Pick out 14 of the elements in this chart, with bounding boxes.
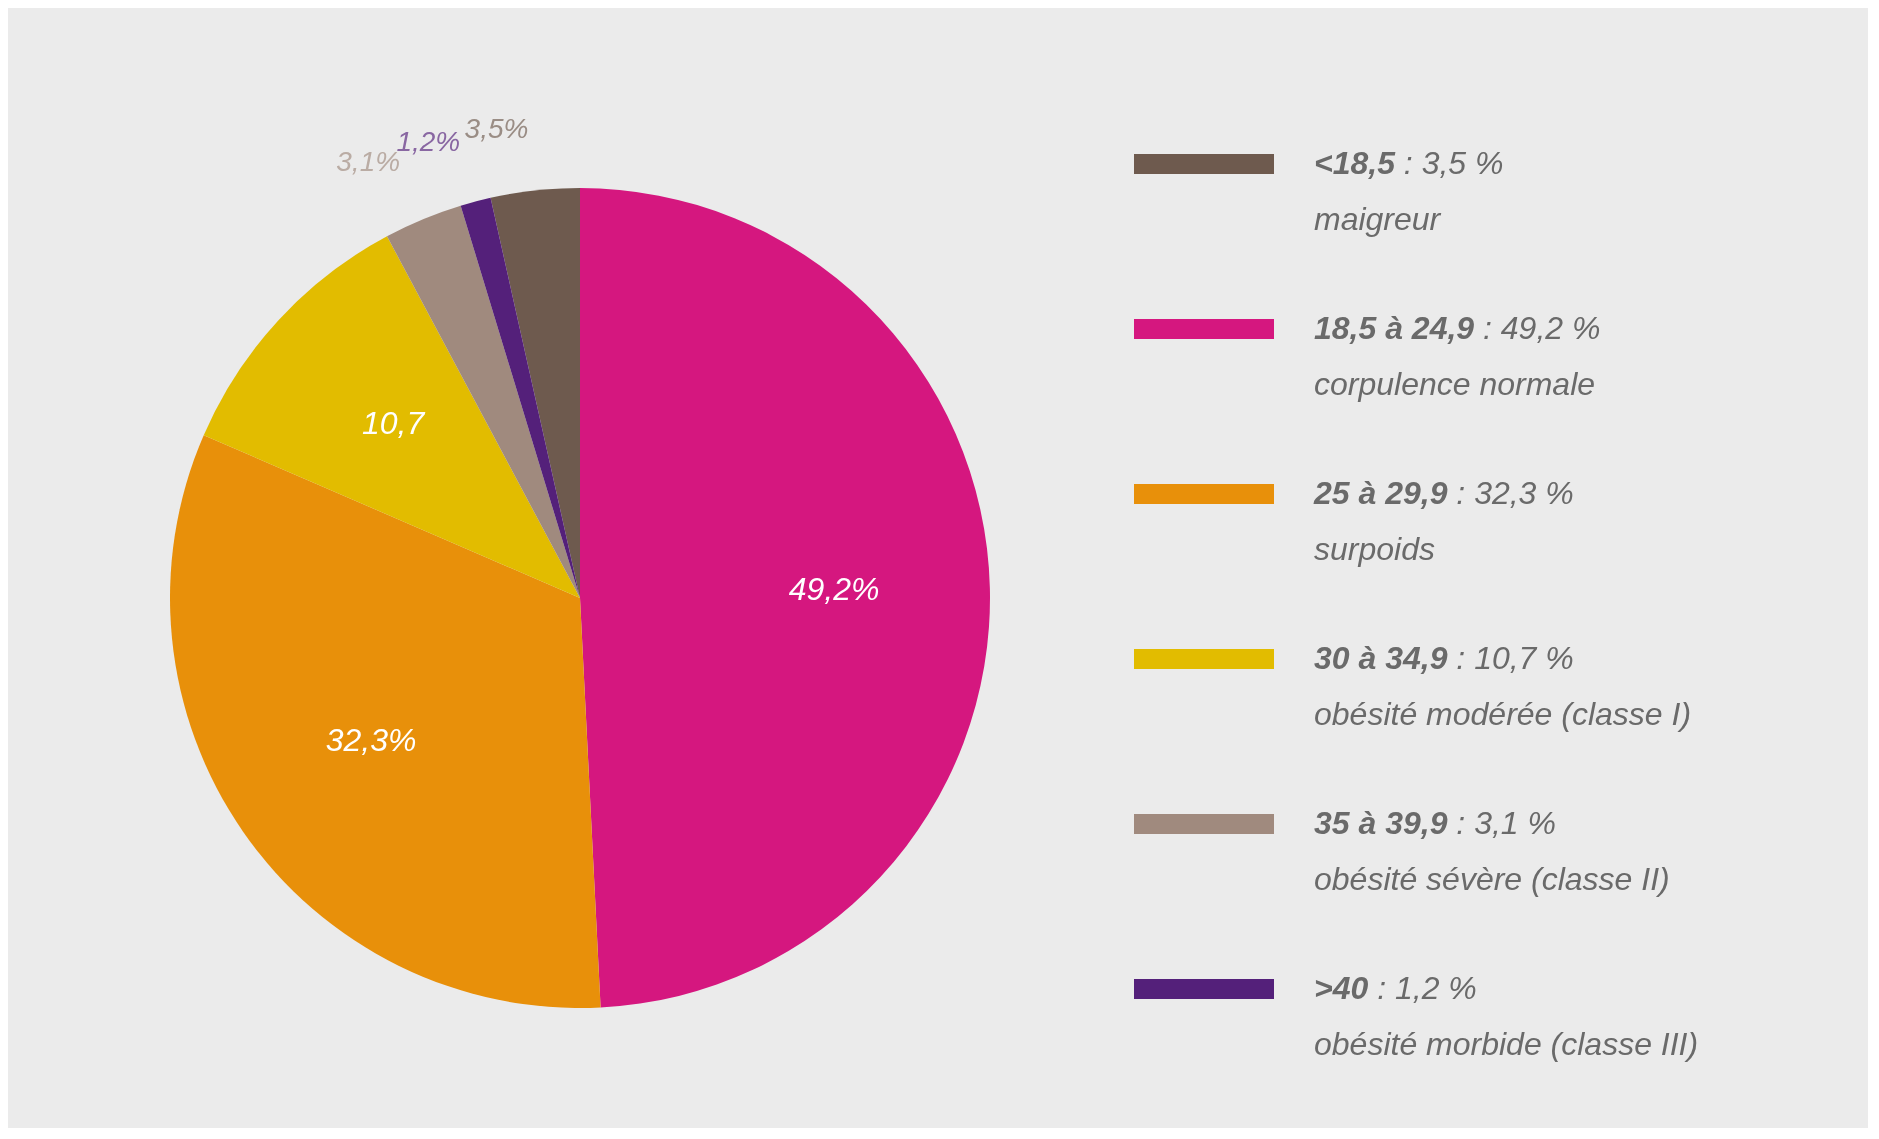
legend-label: <18,5 : 3,5 % maigreur — [1314, 145, 1504, 237]
data-label: 10,7 — [361, 405, 426, 442]
pie-slice — [203, 236, 580, 598]
data-label: 3,5% — [464, 113, 529, 145]
data-label: 32,3% — [325, 722, 417, 759]
legend-label: >40 : 1,2 % obésité morbide (classe III) — [1314, 970, 1699, 1062]
data-label: 49,2% — [788, 571, 880, 608]
legend-label: 35 à 39,9 : 3,1 % obésité sévère (classe II) — [1314, 805, 1670, 897]
data-label: 1,2% — [396, 125, 461, 157]
legend-label: 30 à 34,9 : 10,7 % obésité modérée (classe I) — [1314, 640, 1692, 732]
pie-slice — [580, 188, 990, 1008]
legend-label: 25 à 29,9 : 32,3 % surpoids — [1313, 475, 1574, 567]
pie-slice — [490, 188, 580, 598]
legend-label: 18,5 à 24,9 : 49,2 % corpulence normale — [1314, 310, 1601, 402]
